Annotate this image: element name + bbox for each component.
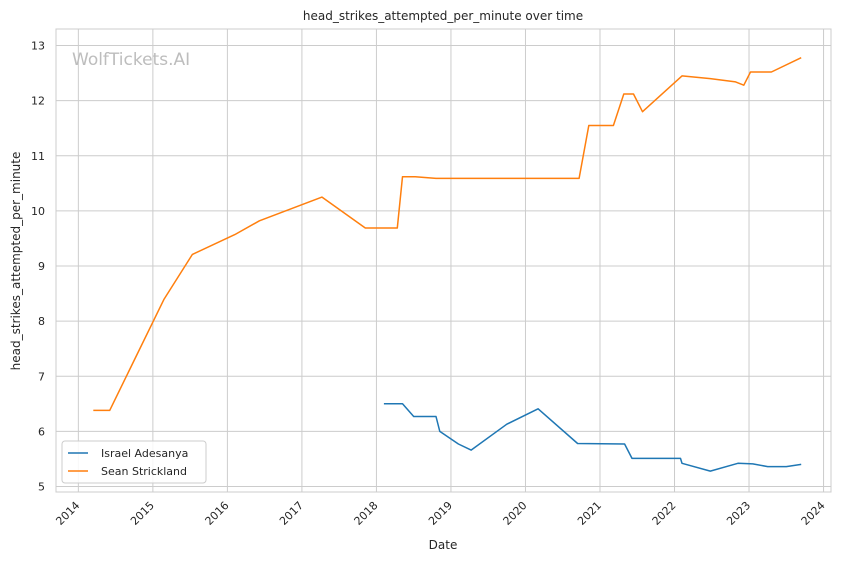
y-tick-label: 8 [38, 315, 45, 328]
series-line-sean-strickland [93, 57, 802, 412]
series-lines [93, 57, 802, 472]
y-tick-label: 13 [31, 40, 45, 53]
y-tick-label: 7 [38, 370, 45, 383]
y-tick-label: 9 [38, 260, 45, 273]
y-tick-label: 5 [38, 480, 45, 493]
watermark-text: WolfTickets.AI [72, 50, 190, 70]
grid [56, 29, 831, 492]
legend: Israel Adesanya Sean Strickland [61, 440, 207, 484]
legend-label-sean-strickland: Sean Strickland [101, 465, 187, 478]
x-axis-label: Date [429, 538, 458, 552]
y-tick-label: 6 [38, 425, 45, 438]
y-tick-label: 11 [31, 150, 45, 163]
chart-title: head_strikes_attempted_per_minute over t… [303, 9, 583, 23]
series-line-israel-adesanya [383, 403, 802, 472]
y-tick-label: 12 [31, 95, 45, 108]
legend-label-israel-adesanya: Israel Adesanya [101, 447, 188, 460]
y-axis-label: head_strikes_attempted_per_minute [9, 152, 23, 371]
plot-area-frame [55, 28, 832, 493]
legend-box [61, 440, 207, 484]
y-tick-label: 10 [31, 205, 45, 218]
